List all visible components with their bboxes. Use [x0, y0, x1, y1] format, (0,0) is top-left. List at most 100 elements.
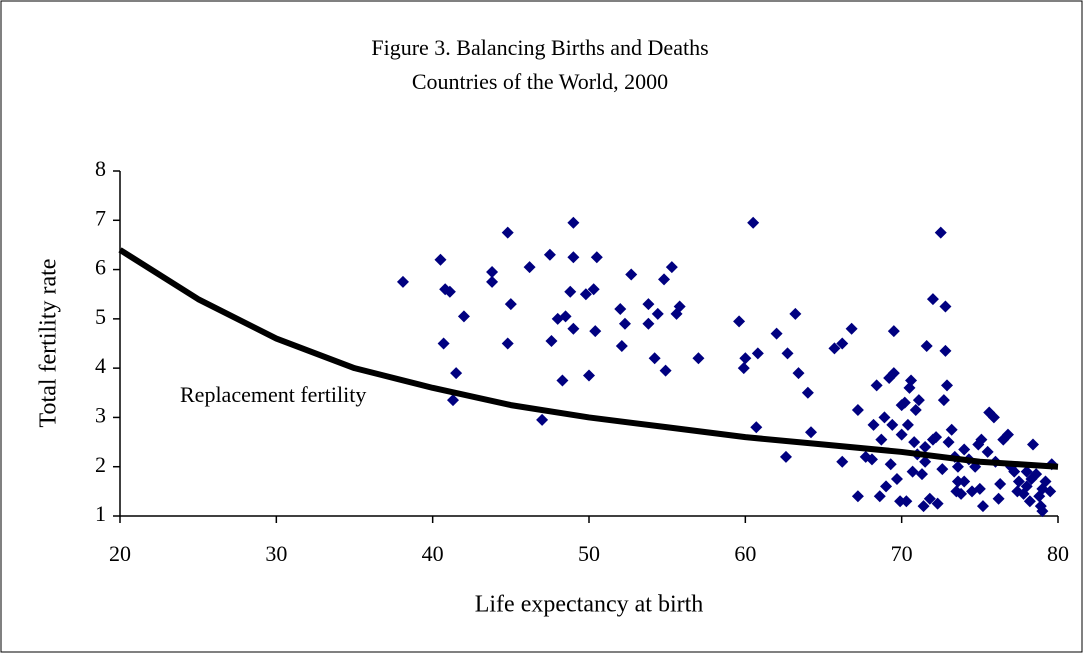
- scatter-point: [836, 337, 849, 350]
- x-axis-label: Life expectancy at birth: [475, 592, 704, 618]
- scatter-point: [958, 443, 971, 456]
- scatter-point: [504, 298, 517, 311]
- scatter-point: [973, 482, 986, 495]
- scatter-point: [887, 367, 900, 380]
- scatter-point: [1026, 438, 1039, 451]
- scatter-point: [901, 418, 914, 431]
- scatter-point: [1020, 465, 1033, 478]
- scatter-point: [987, 411, 1000, 424]
- x-tick-label: 20: [109, 541, 131, 566]
- scatter-point: [486, 275, 499, 288]
- scatter-point: [1039, 475, 1052, 488]
- y-tick-label: 2: [95, 452, 106, 477]
- scatter-point: [750, 421, 763, 434]
- scatter-point: [870, 379, 883, 392]
- x-tick-label: 80: [1047, 541, 1069, 566]
- scatter-point: [804, 426, 817, 439]
- scatter-point: [994, 477, 1007, 490]
- x-tick-label: 30: [265, 541, 287, 566]
- scatter-point: [1034, 500, 1047, 513]
- scatter-point: [894, 495, 907, 508]
- scatter-point: [915, 468, 928, 481]
- scatter-point: [942, 436, 955, 449]
- scatter-point: [992, 492, 1005, 505]
- scatter-point: [589, 325, 602, 338]
- scatter-point: [434, 253, 447, 266]
- scatter-point: [567, 251, 580, 264]
- scatter-point: [906, 465, 919, 478]
- scatter-point: [909, 404, 922, 417]
- scatter-point: [567, 216, 580, 229]
- scatter-point: [923, 492, 936, 505]
- scatter-point: [945, 423, 958, 436]
- scatter-point: [665, 261, 678, 274]
- scatter-point: [937, 394, 950, 407]
- scatter-point: [501, 226, 514, 239]
- y-tick-label: 1: [95, 501, 106, 526]
- scatter-point: [396, 275, 409, 288]
- y-tick-label: 3: [95, 402, 106, 427]
- scatter-point: [618, 317, 631, 330]
- chart-title: Figure 3. Balancing Births and Deaths: [371, 35, 708, 60]
- scatter-point: [912, 394, 925, 407]
- scatter-point: [851, 490, 864, 503]
- scatter-point: [886, 418, 899, 431]
- scatter-point: [1012, 475, 1025, 488]
- scatter-point: [975, 433, 988, 446]
- scatter-point: [747, 216, 760, 229]
- scatter-point: [1020, 480, 1033, 493]
- scatter-point: [898, 396, 911, 409]
- scatter-point: [1023, 495, 1036, 508]
- scatter-point: [1030, 468, 1043, 481]
- scatter-point: [781, 347, 794, 360]
- scatter-point: [651, 307, 664, 320]
- scatter-point: [851, 404, 864, 417]
- scatter-point: [941, 379, 954, 392]
- scatter-point: [890, 473, 903, 486]
- scatter-point: [579, 288, 592, 301]
- scatter-point: [450, 367, 463, 380]
- scatter-point: [587, 283, 600, 296]
- scatter-point: [642, 317, 655, 330]
- scatter-point: [543, 248, 556, 261]
- y-tick-label: 8: [95, 156, 106, 181]
- scatter-point: [939, 300, 952, 313]
- scatter-point: [1044, 485, 1057, 498]
- scatter-point: [951, 475, 964, 488]
- scatter-point: [751, 347, 764, 360]
- scatter-point: [908, 436, 921, 449]
- scatter-point: [958, 475, 971, 488]
- chart-subtitle: Countries of the World, 2000: [412, 69, 668, 94]
- scatter-point: [446, 394, 459, 407]
- scatter-point: [536, 413, 549, 426]
- scatter-point: [936, 463, 949, 476]
- scatter-point: [457, 310, 470, 323]
- scatter-point: [1001, 428, 1014, 441]
- scatter-point: [789, 307, 802, 320]
- scatter-point: [556, 374, 569, 387]
- scatter-point: [648, 352, 661, 365]
- scatter-point: [692, 352, 705, 365]
- scatter-point: [564, 285, 577, 298]
- scatter-point: [1036, 505, 1049, 518]
- scatter-point: [981, 445, 994, 458]
- scatter-point: [930, 431, 943, 444]
- scatter-point: [437, 337, 450, 350]
- scatter-point: [615, 339, 628, 352]
- y-tick-label: 5: [95, 304, 106, 329]
- scatter-point: [900, 495, 913, 508]
- scatter-point: [919, 441, 932, 453]
- scatter-point: [867, 418, 880, 431]
- scatter-point: [951, 460, 964, 473]
- scatter-point: [920, 339, 933, 352]
- curve-annotation: Replacement fertility: [180, 382, 366, 407]
- scatter-point: [501, 337, 514, 350]
- scatter-point: [625, 268, 638, 281]
- scatter-point: [523, 261, 536, 274]
- scatter-point: [658, 273, 671, 286]
- scatter-point: [880, 480, 893, 493]
- scatter-point: [642, 298, 655, 311]
